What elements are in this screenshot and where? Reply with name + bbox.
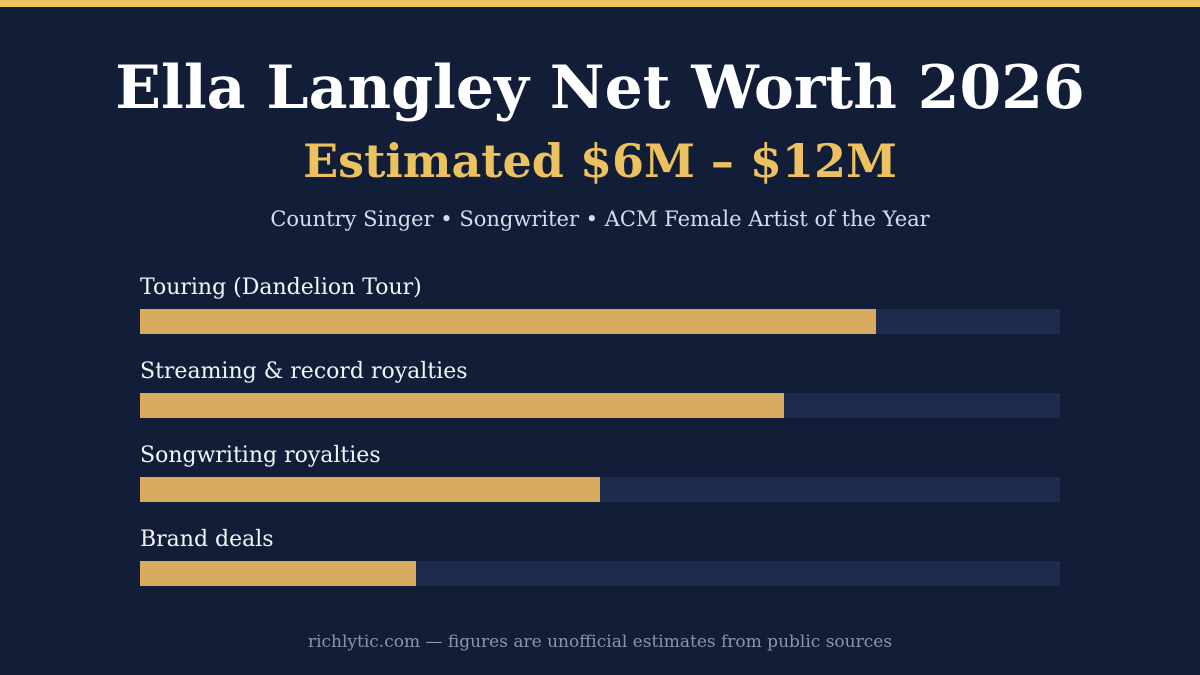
source-footnote: richlytic.com — figures are unofficial e… [307,632,893,652]
bar-label: Streaming & record royalties [140,359,468,384]
top-accent-stripe [0,0,1200,7]
bar-label: Touring (Dandelion Tour) [140,275,422,300]
bar-fill [140,561,416,586]
career-tagline: Country Singer • Songwriter • ACM Female… [270,207,930,231]
bar-fill [140,477,600,502]
page-title: Ella Langley Net Worth 2026 [115,53,1085,123]
bar-fill [140,309,876,334]
net-worth-estimate: Estimated $6M – $12M [303,134,897,188]
bar-fill [140,393,784,418]
bar-label: Songwriting royalties [140,443,381,468]
bar-label: Brand deals [140,527,274,552]
